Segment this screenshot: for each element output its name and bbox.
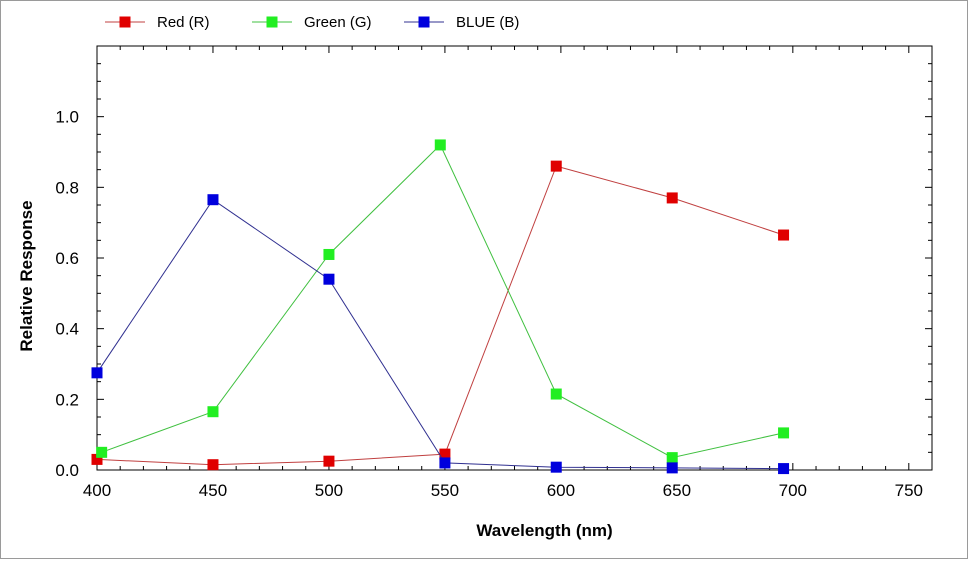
legend-label: Red (R) (157, 14, 210, 31)
series-0 (91, 160, 790, 471)
legend-marker (119, 16, 131, 28)
y-axis: 0.0 0.2 0.4 0.6 0.8 1.0 (55, 45, 932, 480)
legend-label: Green (G) (304, 14, 372, 31)
data-point (434, 139, 446, 151)
data-point (666, 452, 678, 464)
series-1 (96, 139, 790, 464)
legend-item: Green (G) (252, 14, 372, 31)
y-tick-label: 0.0 (55, 461, 79, 480)
plot-area (96, 45, 933, 471)
data-point (439, 457, 451, 469)
x-tick-label: 700 (779, 481, 807, 500)
data-point (91, 367, 103, 379)
x-tick-label: 550 (431, 481, 459, 500)
data-point (207, 406, 219, 418)
data-point (778, 463, 790, 475)
y-tick-label: 1.0 (55, 108, 79, 127)
data-point (666, 192, 678, 204)
series-2 (91, 194, 790, 475)
data-point (439, 448, 451, 460)
legend-label: BLUE (B) (456, 14, 519, 31)
data-point (96, 446, 108, 458)
x-tick-label: 450 (199, 481, 227, 500)
data-point (91, 453, 103, 465)
data-point (666, 462, 678, 474)
data-point (778, 229, 790, 241)
x-tick-label: 750 (895, 481, 923, 500)
legend-marker (266, 16, 278, 28)
x-tick-label: 500 (315, 481, 343, 500)
data-point (550, 160, 562, 172)
y-tick-label: 0.6 (55, 249, 79, 268)
x-tick-label: 650 (663, 481, 691, 500)
x-axis: 400 450 500 550 600 650 700 750 (83, 46, 933, 500)
legend: Red (R) Green (G) BLUE (B) (105, 14, 519, 31)
y-tick-label: 0.2 (55, 390, 79, 409)
series-layer (91, 139, 790, 475)
legend-marker (418, 16, 430, 28)
x-tick-label: 600 (547, 481, 575, 500)
y-tick-label: 0.4 (55, 320, 79, 339)
data-point (323, 273, 335, 285)
y-tick-label: 0.8 (55, 178, 79, 197)
data-point (207, 459, 219, 471)
data-point (323, 455, 335, 467)
data-point (207, 194, 219, 206)
data-point (550, 388, 562, 400)
legend-item: Red (R) (105, 14, 210, 31)
legend-item: BLUE (B) (404, 14, 519, 31)
x-axis-title: Wavelength (nm) (476, 521, 612, 540)
x-tick-label: 400 (83, 481, 111, 500)
data-point (550, 461, 562, 473)
y-axis-title: Relative Response (17, 200, 36, 351)
data-point (323, 248, 335, 260)
data-point (778, 427, 790, 439)
